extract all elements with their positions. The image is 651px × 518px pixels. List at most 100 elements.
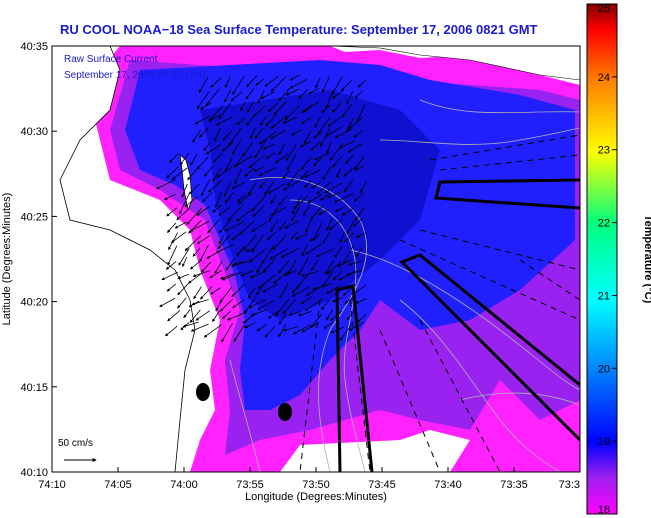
current-vector (260, 91, 275, 99)
current-vector (343, 284, 356, 296)
x-tick-label: 74:10 (38, 479, 66, 491)
plot-area (52, 46, 580, 472)
current-vector (307, 193, 323, 204)
current-vector (244, 322, 256, 329)
current-vector (228, 127, 242, 147)
current-vector (224, 192, 235, 204)
current-vector (166, 207, 178, 217)
current-vector (325, 260, 334, 275)
current-vector (219, 298, 234, 312)
current-vector (283, 179, 300, 191)
current-vector (179, 152, 190, 166)
current-vector (298, 88, 308, 99)
current-vector (244, 168, 255, 177)
current-vector (269, 248, 289, 260)
current-vector (332, 270, 343, 281)
current-vector (298, 257, 309, 276)
current-vector (331, 89, 344, 99)
current-vector (322, 76, 330, 93)
current-vector (348, 260, 363, 266)
current-vector (192, 129, 201, 143)
current-vector (321, 299, 330, 311)
current-vector (304, 298, 323, 312)
current-vector (304, 169, 321, 178)
current-vector (291, 286, 311, 297)
current-vector (278, 324, 287, 338)
current-vector (277, 195, 288, 206)
current-vector (334, 246, 343, 259)
current-vector (282, 326, 299, 332)
current-vector (267, 310, 279, 319)
current-vector (344, 296, 355, 304)
current-vector (247, 287, 256, 299)
current-vector (203, 142, 211, 152)
x-tick-label: 73:55 (236, 479, 264, 491)
current-vector (230, 91, 243, 102)
current-vector (291, 129, 302, 136)
current-vector (188, 273, 202, 284)
current-vector (210, 77, 222, 88)
current-vector (233, 155, 253, 168)
current-vector (182, 257, 188, 267)
current-vector (300, 156, 313, 170)
current-vector (295, 233, 308, 240)
current-vector (248, 299, 267, 308)
current-vector (167, 245, 178, 266)
current-vector (326, 218, 333, 231)
current-vector (295, 272, 310, 290)
current-vector (176, 209, 189, 221)
current-vector (181, 183, 188, 198)
current-vector (352, 284, 367, 296)
current-vector (184, 196, 198, 207)
current-vector (329, 310, 343, 321)
current-vector (240, 269, 254, 277)
current-vector (337, 259, 352, 267)
current-vector (275, 298, 290, 317)
current-vector (230, 259, 253, 267)
x-tick-label: 74:00 (170, 479, 198, 491)
y-tick-label: 40:20 (20, 297, 48, 309)
current-vector (250, 127, 256, 140)
current-vector (300, 296, 313, 305)
colorbar-tick-label: 24 (598, 72, 610, 84)
current-vector (221, 322, 233, 343)
current-vector (324, 182, 343, 194)
current-vector (208, 105, 224, 122)
current-vector (339, 322, 353, 341)
current-vector (289, 78, 308, 89)
current-vector (251, 309, 267, 317)
current-vector (219, 286, 233, 303)
annotation-current-time: September 17, 2006 08:00 GMT (64, 70, 207, 81)
current-vector (313, 157, 322, 167)
current-vector (325, 309, 334, 321)
current-vector (232, 299, 245, 309)
current-vector (304, 179, 312, 188)
current-vector (273, 101, 287, 116)
current-vector (346, 220, 355, 235)
colorbar-ticks: 18 19 20 21 22 23 24 25 (598, 3, 617, 516)
current-vector (300, 169, 310, 179)
current-vector (243, 296, 257, 314)
current-vector (263, 257, 277, 272)
current-vector (301, 116, 312, 125)
current-vector (355, 298, 367, 304)
current-vector (355, 247, 363, 258)
current-vector (308, 87, 320, 95)
current-vector (215, 244, 234, 254)
current-vector (279, 221, 287, 231)
current-vector (257, 300, 275, 310)
current-vector (247, 181, 257, 196)
current-vector (289, 74, 300, 81)
current-vector (309, 233, 321, 242)
current-vector (262, 283, 279, 293)
current-vector (215, 116, 233, 126)
current-vector (314, 116, 321, 128)
current-vector (202, 191, 213, 202)
current-vector (261, 244, 275, 264)
current-vector (227, 312, 246, 321)
current-vector (267, 183, 286, 194)
current-vector (292, 196, 301, 215)
current-vector (232, 75, 245, 95)
current-vector (317, 116, 331, 135)
current-vector (214, 128, 221, 142)
